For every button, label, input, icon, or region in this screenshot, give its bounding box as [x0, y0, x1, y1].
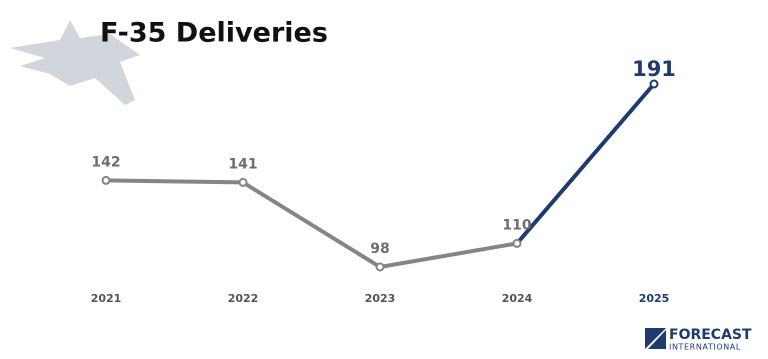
line-highlight	[515, 82, 656, 245]
x-tick-label: 2022	[228, 292, 259, 305]
logo-text: FORECAST	[669, 327, 752, 343]
value-label: 142	[91, 154, 120, 170]
jet-silhouette	[10, 20, 140, 105]
point	[238, 177, 248, 187]
x-tick-label: 2025	[639, 292, 670, 305]
point	[375, 262, 385, 272]
value-label: 191	[632, 57, 676, 81]
point	[101, 175, 111, 185]
logo: FORECAST INTERNATIONAL	[645, 327, 752, 352]
line	[105, 178, 518, 269]
value-label: 98	[370, 241, 389, 257]
value-label: 141	[228, 156, 257, 172]
x-tick-label: 2023	[365, 292, 396, 305]
x-tick-label: 2021	[91, 292, 122, 305]
value-label: 110	[502, 217, 531, 233]
chart-title: F-35 Deliveries	[100, 18, 328, 49]
point	[512, 238, 522, 248]
logo-mark	[648, 330, 666, 349]
logo-text: INTERNATIONAL	[669, 343, 741, 352]
logo-mark	[645, 328, 666, 349]
x-tick-label: 2024	[502, 292, 533, 305]
point	[649, 79, 659, 89]
